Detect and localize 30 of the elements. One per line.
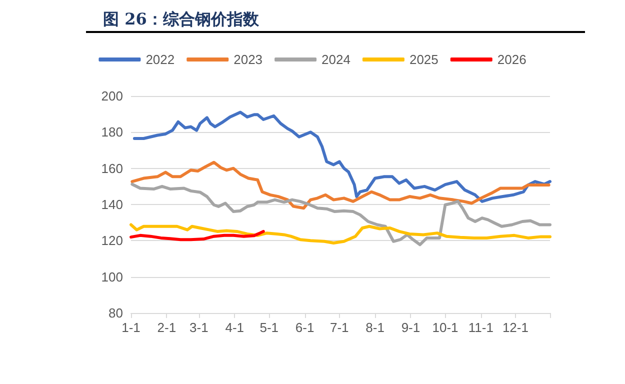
x-tick-label: 11-1 <box>468 320 494 335</box>
line-series <box>130 230 265 242</box>
x-tick-label: 12-1 <box>502 320 528 335</box>
x-tick-label: 10-1 <box>432 320 458 335</box>
x-tick-label: 4-1 <box>225 320 244 335</box>
y-tick-label: 200 <box>101 88 123 104</box>
x-tick-label: 3-1 <box>190 320 208 335</box>
x-tick-label: 2-1 <box>157 320 176 335</box>
line-series <box>130 182 552 246</box>
legend-label: 2023 <box>234 52 263 67</box>
line-series <box>130 160 550 210</box>
x-tick-label: 1-1 <box>122 320 140 335</box>
y-tick-label: 100 <box>101 269 123 284</box>
line-series <box>132 110 552 203</box>
x-tick-label: 8-1 <box>366 320 384 335</box>
legend-label: 2024 <box>322 52 350 67</box>
y-tick-label: 160 <box>101 160 123 176</box>
chart-title: 图 26：综合钢价指数 <box>103 10 260 28</box>
legend-label: 2026 <box>497 52 526 67</box>
y-tick-label: 180 <box>101 124 123 140</box>
legend-label: 2022 <box>146 52 175 67</box>
x-tick-label: 5-1 <box>260 320 279 335</box>
y-tick-label: 120 <box>101 233 123 248</box>
legend-label: 2025 <box>409 52 438 67</box>
y-tick-label: 80 <box>108 306 123 320</box>
x-tick-label: 9-1 <box>401 320 420 335</box>
y-tick-label: 140 <box>101 197 123 212</box>
x-tick-label: 7-1 <box>330 320 349 335</box>
x-tick-label: 6-1 <box>295 320 314 335</box>
line-series <box>130 223 552 245</box>
